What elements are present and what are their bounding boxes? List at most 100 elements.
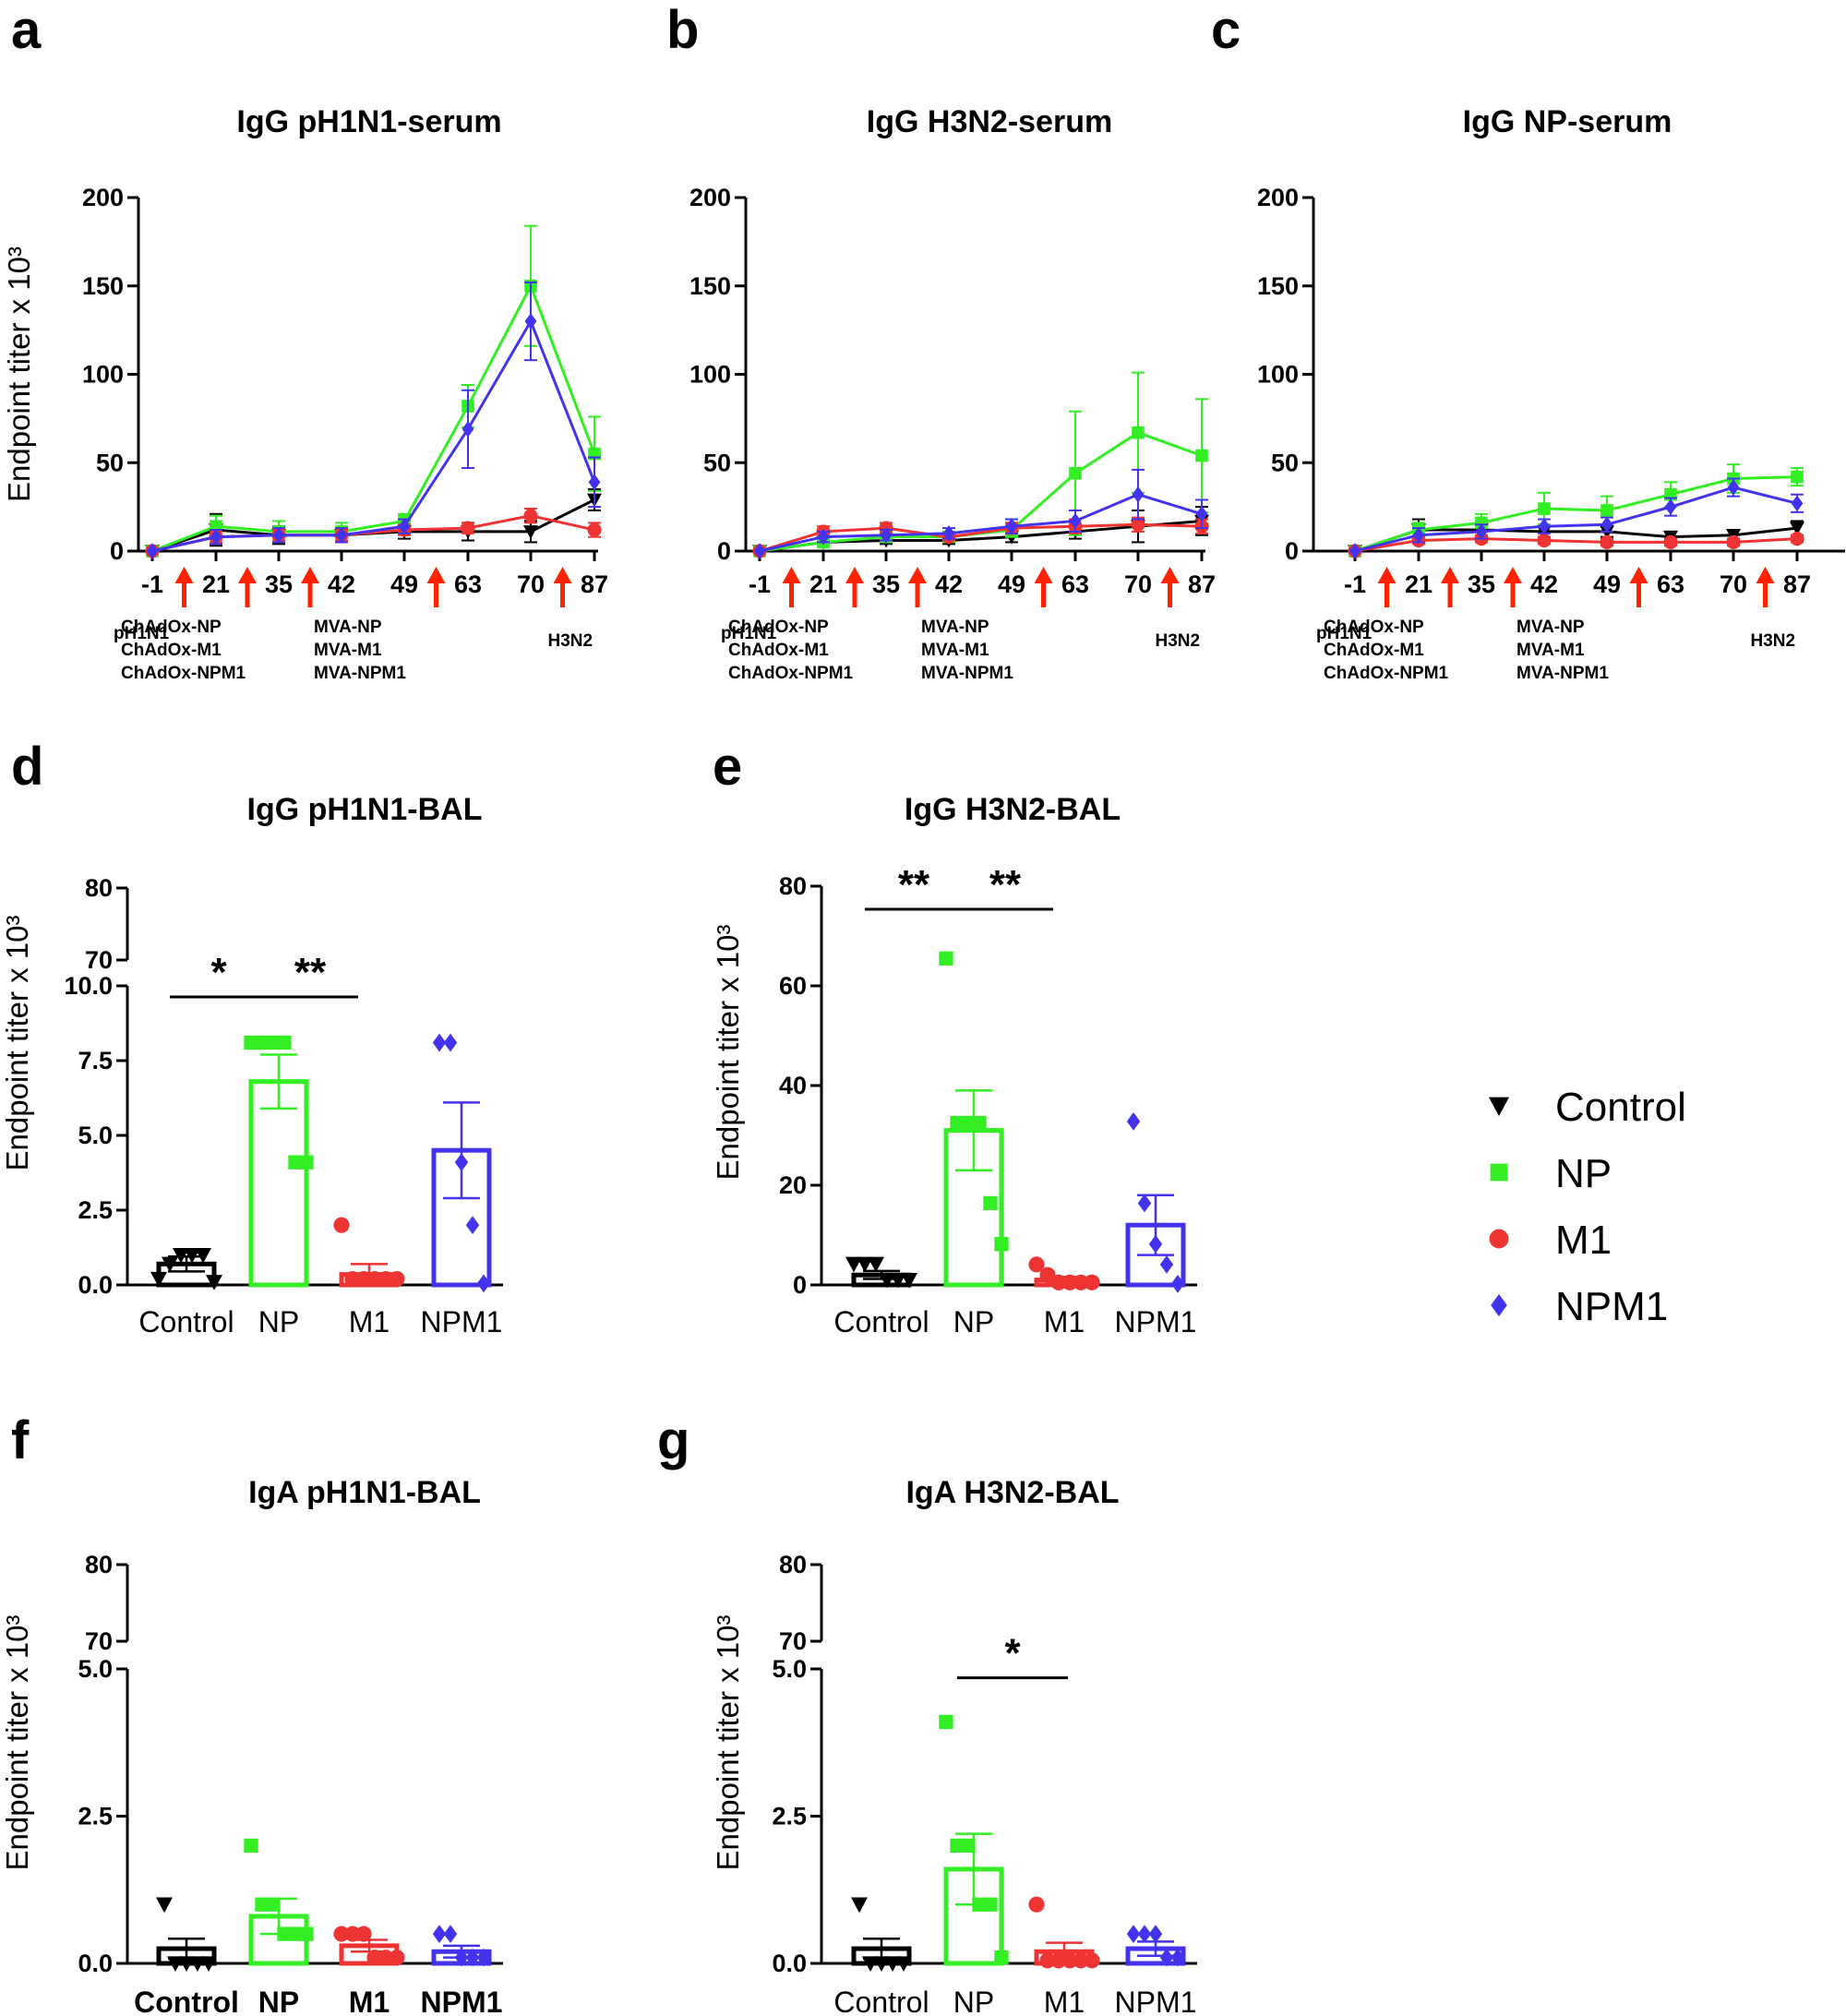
immunization-label: MVA-NPM1	[314, 664, 406, 683]
y-axis-label: Endpoint titer x 10³	[711, 1615, 745, 1871]
immunization-arrow-icon	[174, 567, 194, 583]
y-tick-label: 150	[689, 272, 731, 300]
data-point	[344, 1270, 361, 1288]
immunization-arrow-icon	[1441, 567, 1459, 583]
x-tick-label: -1	[141, 570, 163, 598]
data-point	[272, 526, 285, 544]
data-point	[266, 1035, 281, 1050]
data-point	[1005, 518, 1018, 534]
legend-marker	[1491, 1293, 1507, 1317]
data-point	[950, 1838, 965, 1854]
data-point	[178, 1956, 195, 1972]
data-point	[1790, 531, 1804, 546]
x-tick-label: 70	[1124, 570, 1152, 598]
category-label: Control	[833, 1986, 929, 2016]
group-npm1	[1125, 1925, 1186, 1967]
data-point	[333, 1217, 350, 1233]
data-point	[950, 1115, 965, 1131]
y-tick-label: 5.0	[78, 1122, 113, 1149]
y-tick-label: 0	[110, 537, 124, 565]
group-np	[939, 951, 1009, 1288]
panel-letter: b	[666, 0, 699, 60]
data-point	[476, 1948, 491, 1967]
immunization-arrow-icon	[1629, 567, 1648, 583]
group-m1	[333, 1217, 405, 1288]
panel-e: e IgG H3N2-BAL 0 20 40 60 80 Endpoint titer x 1…	[711, 737, 1197, 1338]
y-tick-label: 200	[82, 184, 124, 211]
data-point	[1126, 1111, 1141, 1131]
category-label: NP	[953, 1305, 994, 1338]
immunization-arrow-icon	[238, 567, 257, 583]
y-tick-label: 50	[1271, 449, 1299, 476]
data-point	[972, 1115, 987, 1131]
category-label: NPM1	[421, 1986, 503, 2016]
data-point	[244, 1838, 258, 1854]
data-point	[1170, 1275, 1185, 1293]
significance-label: **	[989, 862, 1022, 907]
immunization-label: ChAdOx-NPM1	[1324, 664, 1449, 683]
data-point	[1600, 504, 1613, 517]
category-label: NP	[258, 1986, 299, 2016]
data-point	[942, 525, 955, 542]
group-npm1	[431, 1925, 492, 1967]
y-tick-label: 2.5	[78, 1196, 113, 1224]
data-point	[939, 951, 953, 966]
y-tick-label: 0	[793, 1271, 807, 1299]
immunization-label: MVA-NPM1	[921, 664, 1013, 683]
data-point	[432, 1033, 447, 1052]
legend-label: NP	[1555, 1151, 1612, 1196]
y-tick-label: 80	[85, 874, 113, 902]
data-point	[1726, 534, 1741, 550]
immunization-arrow-icon	[845, 567, 864, 583]
immunization-label: MVA-NP	[314, 618, 382, 637]
immunization-label: MVA-NP	[1516, 618, 1585, 637]
immunization-label: MVA-M1	[314, 641, 382, 660]
data-point	[1600, 516, 1613, 534]
group-npm1	[431, 1033, 492, 1293]
y-axis-label: Endpoint titer x 10³	[0, 916, 34, 1171]
immunization-label: H3N2	[1751, 631, 1796, 651]
data-point	[189, 1956, 206, 1972]
series-line	[151, 282, 596, 553]
panel-title: IgG pH1N1-BAL	[247, 792, 483, 827]
x-tick-label: -1	[749, 570, 771, 598]
x-tick-label: 70	[517, 570, 545, 598]
panel-letter: f	[11, 1410, 30, 1470]
panel-letter: c	[1211, 0, 1241, 60]
x-tick-label: 42	[935, 570, 963, 598]
data-point	[1028, 1256, 1045, 1273]
data-point	[206, 1275, 222, 1290]
data-point	[1148, 1234, 1163, 1254]
panel-title: IgG H3N2-serum	[867, 104, 1112, 139]
immunization-label: MVA-NPM1	[1516, 664, 1609, 683]
y-tick-label: 50	[96, 449, 124, 476]
group-control	[845, 1256, 917, 1289]
series-npm1	[146, 281, 601, 559]
series-line	[1354, 475, 1798, 553]
group-control	[156, 1897, 217, 1972]
data-point	[1537, 533, 1552, 548]
data-point	[1084, 1274, 1100, 1290]
legend-marker	[1489, 1097, 1509, 1116]
panel-b: b IgG H3N2-serum 0 50 100 150 200 -1 21 35 42 49 63 7…	[666, 0, 1216, 683]
immunization-label: ChAdOx-NP	[1324, 618, 1424, 637]
immunization-label: ChAdOx-M1	[121, 641, 222, 660]
data-point	[244, 1035, 258, 1050]
data-point	[983, 1897, 998, 1912]
data-point	[901, 1272, 917, 1289]
data-point	[1170, 1948, 1185, 1967]
group-control	[150, 1247, 222, 1290]
category-label: M1	[1044, 1986, 1085, 2016]
y-axis-label: Endpoint titer x 10³	[711, 925, 745, 1181]
x-tick-label: 49	[390, 570, 418, 598]
data-point	[288, 1155, 303, 1170]
panel-letter: g	[657, 1410, 689, 1470]
immunization-arrow-icon	[1377, 567, 1396, 583]
data-point	[167, 1956, 184, 1972]
immunization-label: ChAdOx-NPM1	[121, 664, 246, 683]
x-tick-label: 35	[265, 570, 293, 598]
data-point	[1727, 479, 1740, 496]
data-point	[1061, 1274, 1078, 1290]
legend-marker	[1489, 1229, 1509, 1249]
data-point	[862, 1956, 879, 1972]
